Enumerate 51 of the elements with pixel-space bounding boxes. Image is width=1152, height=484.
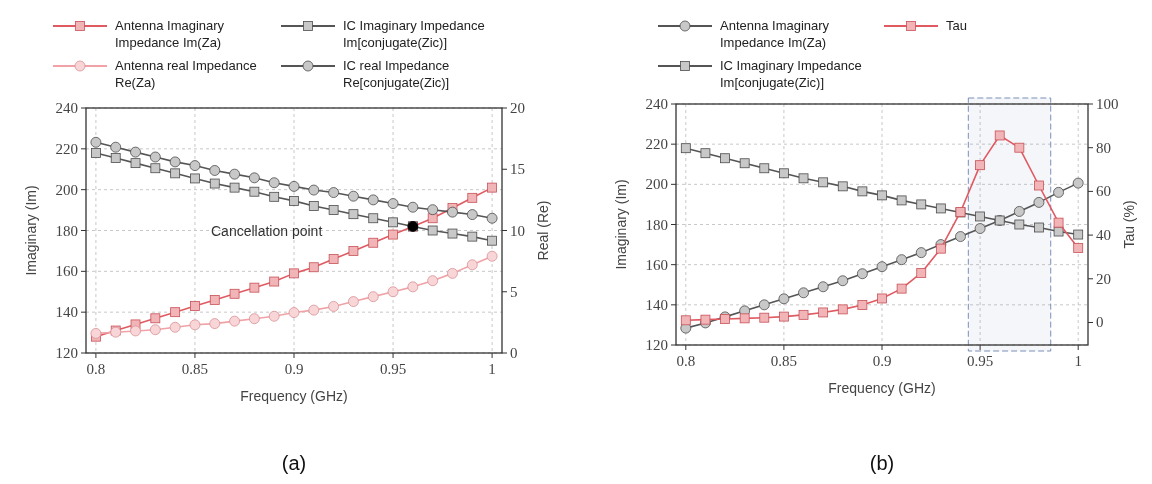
- y2-tick-label: 5: [510, 283, 518, 300]
- legend-label: Antenna Imaginary Impedance Im(Za): [720, 18, 830, 50]
- y-tick-label: 220: [55, 140, 78, 157]
- x-tick-label: 0.85: [181, 361, 209, 377]
- y-tick-label: 160: [645, 256, 668, 273]
- y-tick-label: 160: [55, 263, 78, 280]
- y-tick-label: 240: [645, 96, 668, 112]
- y2-tick-label: 20: [1096, 270, 1111, 287]
- annotation: Cancellation point: [211, 222, 323, 239]
- x-tick-label: 0.95: [966, 353, 994, 369]
- y2-tick-label: 10: [510, 222, 525, 239]
- y-tick-label: 240: [55, 100, 78, 116]
- y2-tick-label: 60: [1096, 183, 1111, 200]
- x-tick-label: 0.9: [872, 353, 892, 369]
- x-tick-label: 0.95: [379, 361, 407, 377]
- y2-axis-title: Real (Re): [535, 200, 551, 261]
- legend-label: Tau: [946, 18, 967, 33]
- x-axis-title: Frequency (GHz): [828, 380, 936, 396]
- y-tick-label: 120: [55, 345, 78, 361]
- x-tick-label: 1: [1074, 353, 1082, 369]
- y2-tick-label: 100: [1096, 96, 1119, 112]
- y-tick-label: 140: [645, 296, 668, 313]
- legend-label: Antenna real Impedance Re(Za): [115, 58, 257, 90]
- x-tick-label: 1: [488, 361, 496, 377]
- x-axis-title: Frequency (GHz): [240, 388, 348, 404]
- y-axis-title: Imaginary (Im): [23, 185, 39, 276]
- y2-tick-label: 0: [510, 345, 518, 361]
- y-tick-label: 200: [645, 176, 668, 193]
- y2-tick-label: 0: [1096, 314, 1104, 331]
- y2-tick-label: 40: [1096, 227, 1111, 244]
- y2-tick-label: 80: [1096, 139, 1111, 156]
- y2-tick-label: 15: [510, 161, 525, 178]
- legend-label: IC real Impedance Re[conjugate(Zic)]: [343, 58, 450, 90]
- y-tick-label: 120: [645, 337, 668, 353]
- x-tick-label: 0.8: [676, 353, 696, 369]
- y2-axis-title: Tau (%): [1121, 200, 1137, 249]
- x-tick-label: 0.85: [770, 353, 798, 369]
- y-tick-label: 200: [55, 181, 78, 198]
- text: (a): [281, 452, 307, 474]
- y2-tick-label: 20: [510, 100, 525, 116]
- legend-label: IC Imaginary Impedance Im[conjugate(Zic)]: [720, 58, 862, 90]
- y-tick-label: 180: [645, 216, 668, 233]
- y-axis-title: Imaginary (Im): [613, 179, 629, 270]
- x-tick-label: 0.8: [86, 361, 106, 377]
- legend-label: IC Imaginary Impedance Im[conjugate(Zic)]: [343, 18, 485, 50]
- y-tick-label: 180: [55, 222, 78, 239]
- y-tick-label: 220: [645, 136, 668, 153]
- y-tick-label: 140: [55, 304, 78, 321]
- text: (b): [869, 452, 895, 474]
- x-tick-label: 0.9: [284, 361, 304, 377]
- legend-label: Antenna Imaginary Impedance Im(Za): [115, 18, 225, 50]
